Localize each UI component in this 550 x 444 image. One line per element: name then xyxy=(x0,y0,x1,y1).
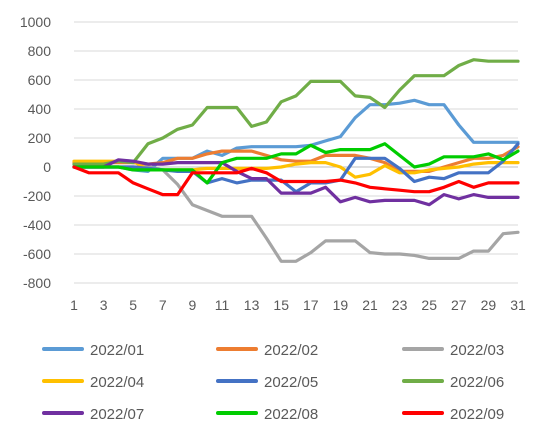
series-line-2022-09 xyxy=(72,165,520,197)
y-tick-label: 0 xyxy=(43,159,51,175)
x-tick-label: 7 xyxy=(159,297,167,313)
legend-item: 2022/08 xyxy=(216,406,318,423)
x-tick-label: 3 xyxy=(100,297,108,313)
legend-label: 2022/05 xyxy=(264,374,318,391)
legend-label: 2022/06 xyxy=(450,374,504,391)
x-tick-label: 19 xyxy=(333,297,349,313)
legend-label: 2022/09 xyxy=(450,406,504,423)
legend: 2022/01 2022/02 2022/03 2022/04 2022/05 2022/… xyxy=(42,342,504,423)
gridlines xyxy=(74,21,518,284)
y-tick-label: -600 xyxy=(23,246,51,262)
legend-item: 2022/02 xyxy=(216,342,318,359)
series-line-2022-08 xyxy=(72,142,520,185)
legend-label: 2022/01 xyxy=(90,342,144,359)
x-tick-label: 11 xyxy=(215,297,230,313)
y-tick-label: 600 xyxy=(28,72,52,88)
legend-item: 2022/06 xyxy=(402,374,504,391)
legend-label: 2022/07 xyxy=(90,406,144,423)
x-axis-tick-labels: 1 3 5 7 9 11 13 15 17 19 21 23 25 27 29 31 xyxy=(70,297,526,313)
x-tick-label: 23 xyxy=(392,297,408,313)
legend-item: 2022/05 xyxy=(216,374,318,391)
y-tick-label: 800 xyxy=(28,43,52,59)
x-tick-label: 5 xyxy=(129,297,137,313)
legend-label: 2022/08 xyxy=(264,406,318,423)
x-tick-label: 25 xyxy=(421,297,437,313)
y-axis-tick-labels: -800 -600 -400 -200 0 200 400 600 800 1000 xyxy=(20,14,51,291)
x-tick-label: 21 xyxy=(362,297,378,313)
legend-label: 2022/03 xyxy=(450,342,504,359)
series-lines xyxy=(72,58,520,263)
legend-item: 2022/04 xyxy=(42,374,144,391)
y-tick-label: 1000 xyxy=(20,14,51,30)
legend-label: 2022/04 xyxy=(90,374,144,391)
series-line-2022-07 xyxy=(72,158,520,207)
x-tick-label: 29 xyxy=(481,297,497,313)
legend-item: 2022/07 xyxy=(42,406,144,423)
x-tick-label: 1 xyxy=(70,297,78,313)
x-tick-label: 9 xyxy=(189,297,197,313)
y-tick-label: -200 xyxy=(23,188,51,204)
y-tick-label: 200 xyxy=(28,130,52,146)
x-tick-label: 31 xyxy=(510,297,526,313)
y-tick-label: -800 xyxy=(23,275,51,291)
y-tick-label: 400 xyxy=(28,101,52,117)
x-tick-label: 17 xyxy=(303,297,319,313)
legend-item: 2022/03 xyxy=(402,342,504,359)
x-tick-label: 13 xyxy=(244,297,260,313)
y-tick-label: -400 xyxy=(23,217,51,233)
x-tick-label: 15 xyxy=(273,297,289,313)
x-tick-label: 27 xyxy=(451,297,467,313)
legend-item: 2022/09 xyxy=(402,406,504,423)
legend-label: 2022/02 xyxy=(264,342,318,359)
legend-item: 2022/01 xyxy=(42,342,144,359)
series-line-2022-06 xyxy=(72,58,520,166)
